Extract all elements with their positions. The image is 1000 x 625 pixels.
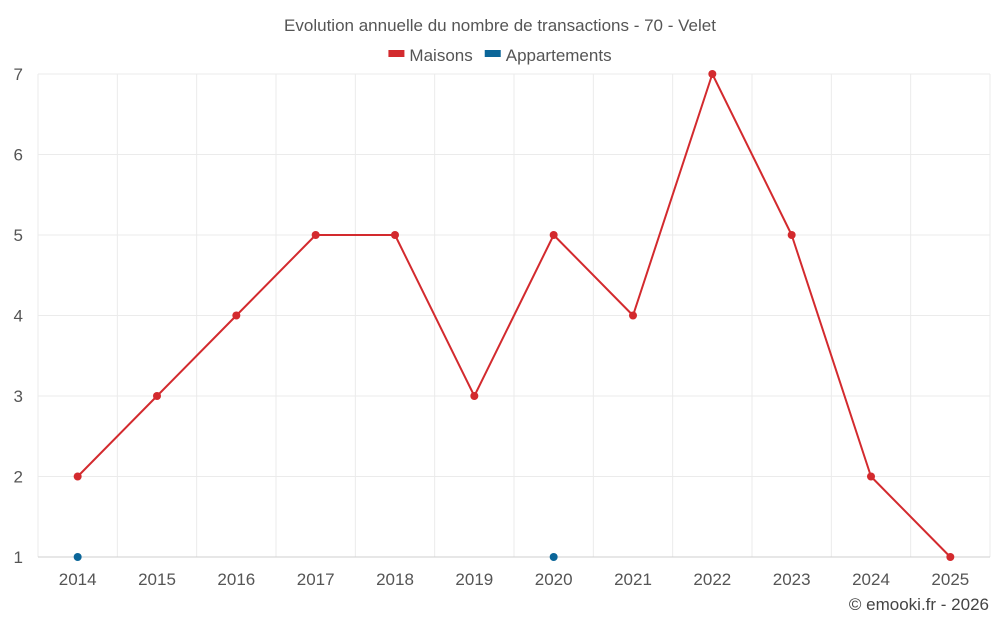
chart-title: Evolution annuelle du nombre de transact… — [284, 16, 716, 35]
series-appartements — [73, 553, 558, 561]
data-point-maisons[interactable] — [549, 231, 558, 239]
data-point-maisons[interactable] — [867, 472, 875, 481]
data-point-maisons[interactable] — [787, 231, 796, 239]
series-maisons — [73, 70, 955, 561]
y-tick-label: 1 — [14, 548, 23, 567]
data-point-maisons[interactable] — [470, 392, 479, 400]
y-tick-label: 6 — [14, 146, 23, 165]
x-tick-label: 2018 — [376, 570, 414, 589]
data-point-maisons[interactable] — [708, 70, 717, 78]
x-axis-ticks: 2014 2015 2016 2017 2018 2019 2020 2021 2022 2023… — [59, 570, 969, 589]
y-tick-label: 4 — [14, 307, 23, 326]
x-tick-label: 2022 — [693, 570, 731, 589]
x-tick-label: 2016 — [217, 570, 255, 589]
x-tick-label: 2014 — [59, 570, 97, 589]
y-axis-ticks: 1 2 3 4 5 6 7 — [14, 65, 23, 567]
legend-swatch — [388, 50, 405, 57]
x-tick-label: 2017 — [297, 570, 335, 589]
x-tick-label: 2024 — [852, 570, 890, 589]
data-point-maisons[interactable] — [629, 311, 637, 320]
legend-item-maisons[interactable]: Maisons — [388, 46, 473, 65]
series — [73, 70, 955, 561]
legend-label: Appartements — [506, 46, 612, 65]
data-point-maisons[interactable] — [232, 311, 241, 320]
x-tick-label: 2021 — [614, 570, 652, 589]
y-tick-label: 2 — [14, 468, 23, 487]
legend: Maisons Appartements — [388, 46, 612, 65]
series-line-maisons — [76, 73, 952, 558]
x-tick-label: 2025 — [931, 570, 969, 589]
y-tick-label: 5 — [14, 226, 23, 245]
credit-text: © emooki.fr - 2026 — [849, 595, 989, 614]
data-point-appartements[interactable] — [73, 553, 82, 561]
x-tick-label: 2020 — [535, 570, 573, 589]
x-tick-label: 2019 — [455, 570, 493, 589]
y-tick-label: 7 — [14, 65, 23, 84]
x-tick-label: 2015 — [138, 570, 176, 589]
legend-swatch — [484, 50, 501, 57]
x-tick-label: 2023 — [773, 570, 811, 589]
data-point-maisons[interactable] — [153, 392, 161, 400]
data-point-appartements[interactable] — [549, 553, 558, 561]
legend-item-appartements[interactable]: Appartements — [484, 46, 612, 65]
data-point-maisons[interactable] — [391, 231, 399, 239]
y-tick-label: 3 — [14, 387, 23, 406]
data-point-maisons[interactable] — [73, 472, 82, 481]
data-point-maisons[interactable] — [311, 231, 320, 239]
legend-label: Maisons — [409, 46, 472, 65]
data-point-maisons[interactable] — [946, 553, 955, 561]
